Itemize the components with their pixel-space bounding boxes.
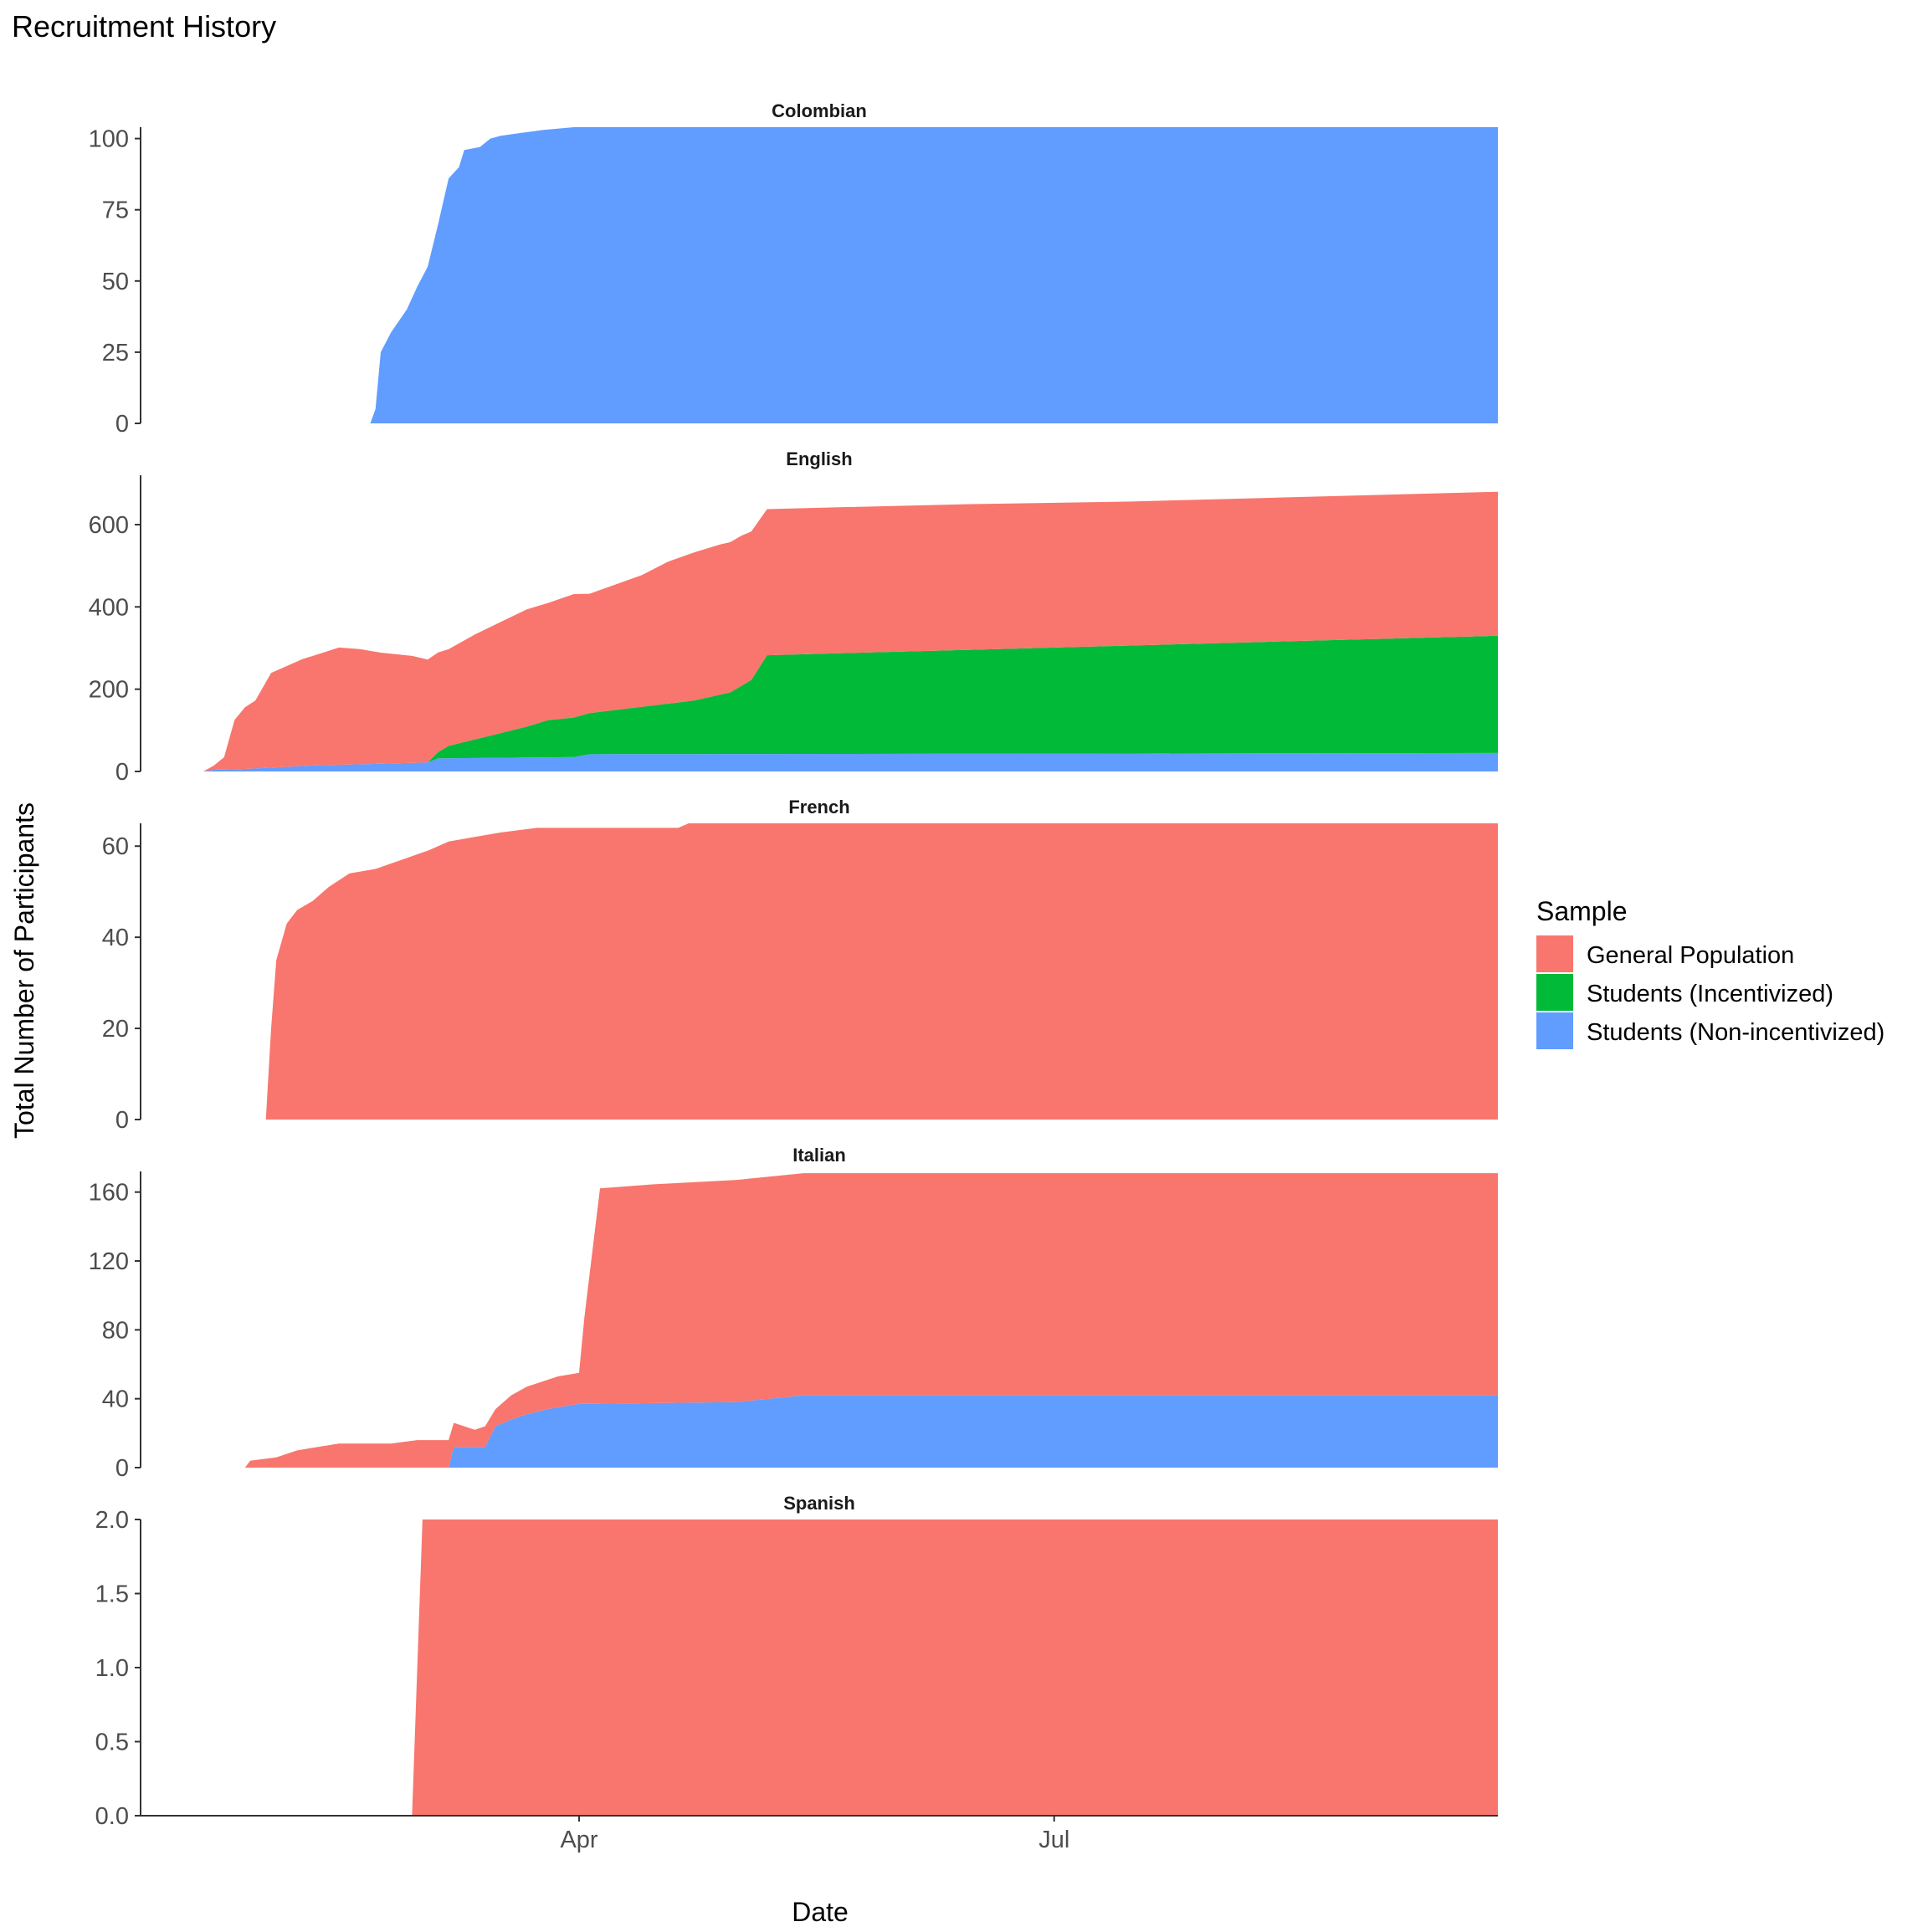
area-sn [370,127,1498,423]
panel-english: English 0 200 400 600 [89,448,1498,786]
y-tick-label: 100 [89,126,129,153]
y-axis-title: Total Number of Participants [9,802,39,1139]
y-tick-label: 120 [89,1248,129,1275]
panel-title: Colombian [772,100,867,121]
legend: Sample General Population Students (Incen… [1536,896,1884,1049]
panel-colombian: Colombian 0 25 50 75 100 [89,100,1498,438]
area-gp [265,823,1499,1120]
y-tick-label: 80 [102,1317,129,1344]
area-sn [203,752,1498,771]
panel-spanish: Spanish 0.0 0.5 1.0 1.5 2.0 [95,1493,1498,1830]
panels-layer: Colombian0255075100English0200400600Fren… [89,100,1499,1830]
y-tick-label: 0.0 [95,1803,129,1830]
y-tick-label: 2.0 [95,1507,129,1534]
y-tick-label: 50 [102,269,129,295]
x-axis: Apr Jul [141,1815,1498,1853]
panel-title: French [788,797,849,817]
y-tick-label: 600 [89,512,129,539]
y-tick-label: 75 [102,197,129,224]
y-tick-label: 0 [115,759,129,786]
y-tick-label: 1.5 [95,1581,129,1608]
chart-title: Recruitment History [12,9,276,44]
x-axis-title: Date [792,1897,849,1927]
y-tick-label: 20 [102,1016,129,1043]
area-gp [412,1519,1498,1816]
y-tick-label: 0 [115,1107,129,1134]
legend-label: Students (Incentivized) [1587,981,1833,1007]
y-tick-label: 0 [115,411,129,438]
x-tick-label: Jul [1038,1827,1069,1853]
panel-title: Italian [792,1145,846,1166]
legend-key-sn [1536,1012,1573,1049]
legend-label: General Population [1587,942,1794,969]
y-tick-label: 0.5 [95,1730,129,1756]
area-si [203,635,1498,771]
legend-title: Sample [1536,896,1628,926]
y-tick-label: 1.0 [95,1655,129,1682]
panel-french: French 0 20 40 60 [102,797,1499,1134]
x-tick-label: Apr [560,1827,597,1853]
y-tick-label: 400 [89,594,129,621]
panel-title: Spanish [783,1493,855,1514]
area-gp [203,491,1498,771]
area-gp [244,1173,1498,1468]
area-sn [244,1395,1498,1468]
legend-key-gp [1536,935,1573,972]
y-tick-label: 60 [102,833,129,860]
panel-title: English [786,448,852,469]
legend-key-si [1536,974,1573,1011]
y-tick-label: 160 [89,1180,129,1207]
y-tick-label: 25 [102,340,129,366]
y-tick-label: 0 [115,1455,129,1482]
y-tick-label: 40 [102,1386,129,1413]
y-tick-label: 200 [89,677,129,704]
panel-italian: Italian 0 40 80 120 160 [89,1145,1498,1482]
y-tick-label: 40 [102,925,129,951]
legend-label: Students (Non-incentivized) [1587,1019,1884,1046]
